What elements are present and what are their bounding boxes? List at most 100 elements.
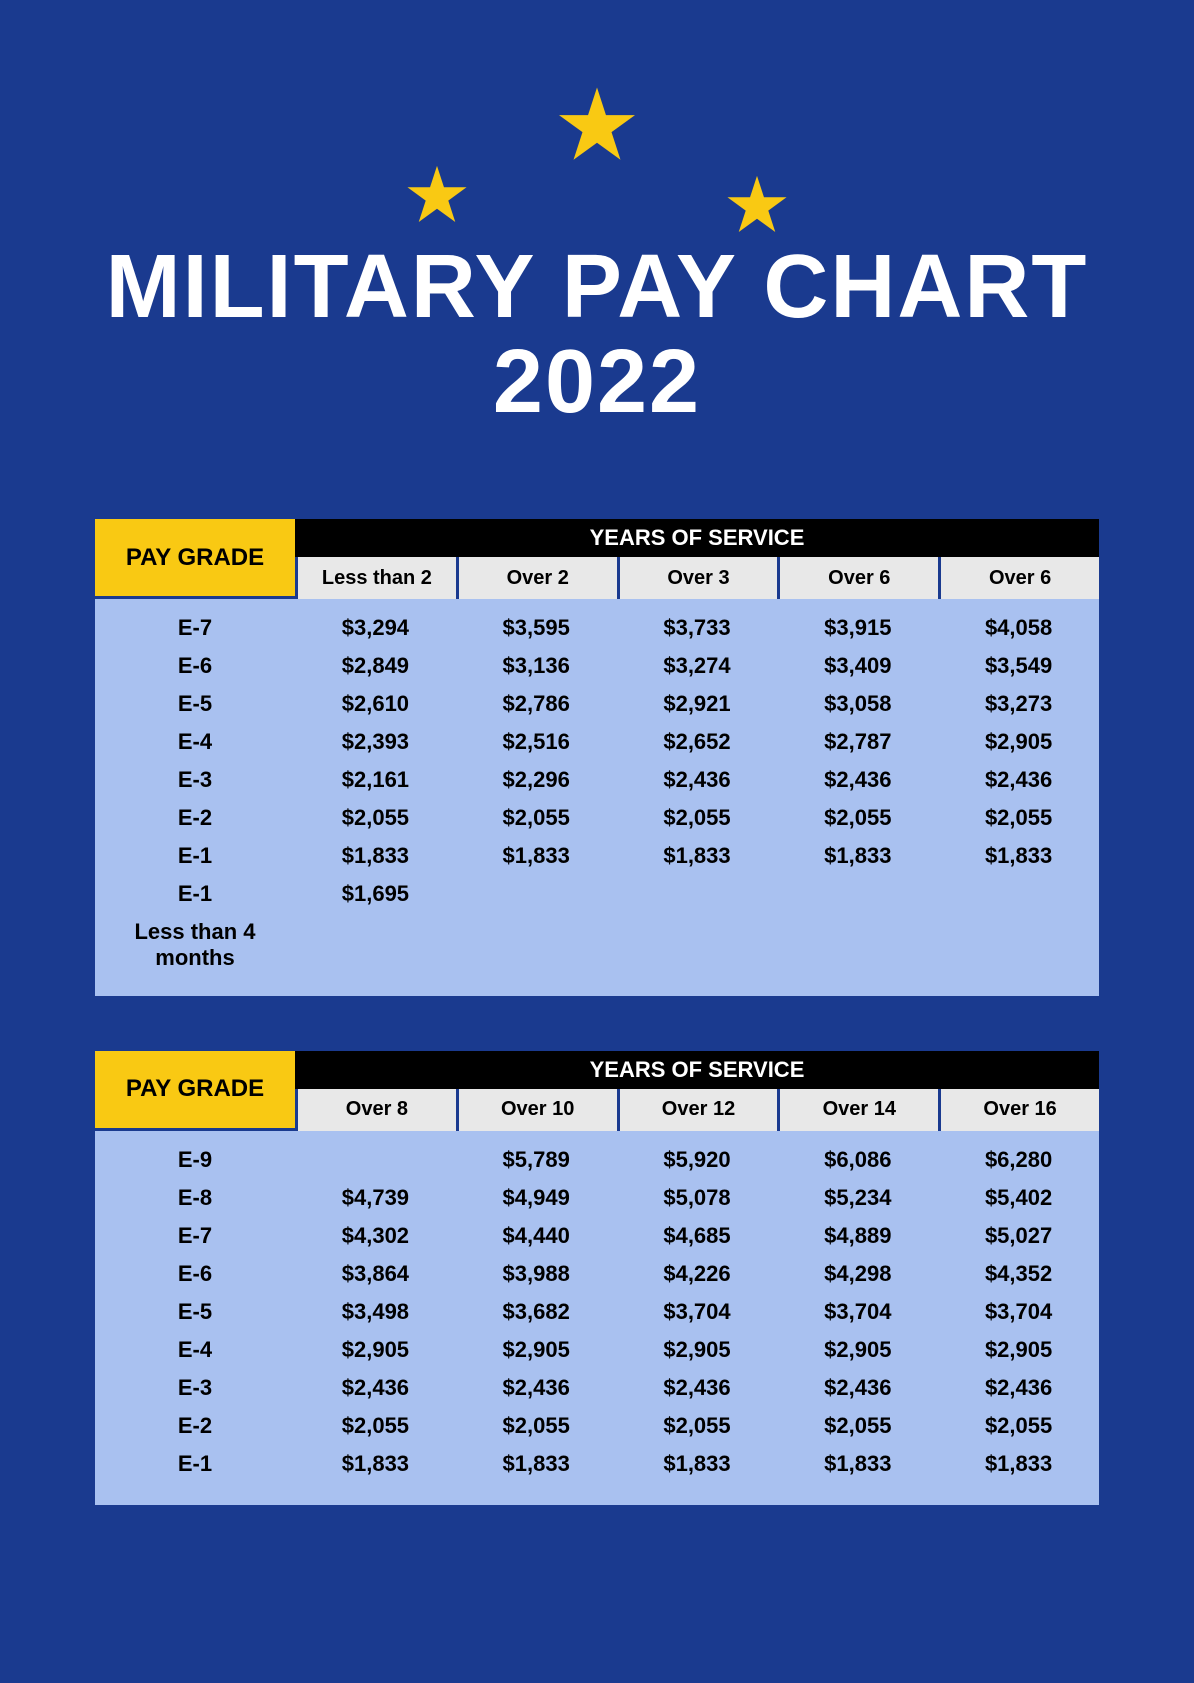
- stars-decoration: [95, 80, 1099, 210]
- cell: $3,294: [295, 611, 456, 645]
- row-label: E-8: [95, 1181, 295, 1215]
- cell: $4,226: [617, 1257, 778, 1291]
- row-cells: $1,833$1,833$1,833$1,833$1,833: [295, 1447, 1099, 1481]
- row-cells: $3,294$3,595$3,733$3,915$4,058: [295, 611, 1099, 645]
- table-row: E-6$2,849$3,136$3,274$3,409$3,549: [95, 649, 1099, 687]
- row-label: E-2: [95, 801, 295, 835]
- cell: $2,436: [617, 1371, 778, 1405]
- cell: $3,864: [295, 1257, 456, 1291]
- row-label: E-1: [95, 839, 295, 873]
- star-icon: [552, 80, 642, 170]
- row-cells: $2,436$2,436$2,436$2,436$2,436: [295, 1371, 1099, 1405]
- cell: $2,055: [456, 1409, 617, 1443]
- row-cells: $2,610$2,786$2,921$3,058$3,273: [295, 687, 1099, 721]
- cell: $1,833: [938, 839, 1099, 873]
- paygrade-header: PAY GRADE: [95, 1051, 295, 1131]
- column-headers: Over 8Over 10Over 12Over 14Over 16: [295, 1089, 1099, 1131]
- row-label: E-7: [95, 1219, 295, 1253]
- table-body: E-9$5,789$5,920$6,086$6,280E-8$4,739$4,9…: [95, 1131, 1099, 1505]
- row-label: Less than 4 months: [95, 915, 295, 976]
- cell: $3,136: [456, 649, 617, 683]
- cell: $2,055: [456, 801, 617, 835]
- cell: $5,402: [938, 1181, 1099, 1215]
- table-row: E-3$2,161$2,296$2,436$2,436$2,436: [95, 763, 1099, 801]
- cell: $3,915: [777, 611, 938, 645]
- cell: $4,440: [456, 1219, 617, 1253]
- cell: $2,161: [295, 763, 456, 797]
- cell: $1,833: [938, 1447, 1099, 1481]
- row-cells: $3,498$3,682$3,704$3,704$3,704: [295, 1295, 1099, 1329]
- table-row: E-1$1,833$1,833$1,833$1,833$1,833: [95, 1447, 1099, 1485]
- cell: $2,905: [617, 1333, 778, 1367]
- cell: $2,905: [938, 725, 1099, 759]
- cell: $3,058: [777, 687, 938, 721]
- cell: $2,849: [295, 649, 456, 683]
- page-title: MILITARY PAY CHART 2022: [95, 240, 1099, 429]
- cell: $2,436: [456, 1371, 617, 1405]
- column-header: Over 6: [938, 557, 1099, 599]
- column-header: Less than 2: [295, 557, 456, 599]
- cell: $3,704: [617, 1295, 778, 1329]
- cell: $1,695: [295, 877, 456, 911]
- row-label: E-3: [95, 1371, 295, 1405]
- cell: $5,078: [617, 1181, 778, 1215]
- row-label: E-7: [95, 611, 295, 645]
- years-header-wrap: YEARS OF SERVICE Less than 2Over 2Over 3…: [295, 519, 1099, 599]
- row-cells: $2,055$2,055$2,055$2,055$2,055: [295, 1409, 1099, 1443]
- star-icon: [402, 160, 472, 230]
- cell: [938, 915, 1099, 923]
- cell: $4,298: [777, 1257, 938, 1291]
- cell: [777, 877, 938, 911]
- column-header: Over 16: [938, 1089, 1099, 1131]
- cell: $2,055: [295, 801, 456, 835]
- row-cells: $4,739$4,949$5,078$5,234$5,402: [295, 1181, 1099, 1215]
- pay-table-1: PAY GRADE YEARS OF SERVICE Less than 2Ov…: [95, 519, 1099, 996]
- row-label: E-6: [95, 1257, 295, 1291]
- cell: $2,905: [777, 1333, 938, 1367]
- table-row: E-5$3,498$3,682$3,704$3,704$3,704: [95, 1295, 1099, 1333]
- cell: $3,595: [456, 611, 617, 645]
- cell: $2,436: [938, 763, 1099, 797]
- cell: $3,704: [777, 1295, 938, 1329]
- table-row: E-2$2,055$2,055$2,055$2,055$2,055: [95, 801, 1099, 839]
- cell: $4,058: [938, 611, 1099, 645]
- cell: $4,949: [456, 1181, 617, 1215]
- cell: $1,833: [295, 839, 456, 873]
- cell: $2,905: [295, 1333, 456, 1367]
- column-header: Over 2: [456, 557, 617, 599]
- column-header: Over 8: [295, 1089, 456, 1131]
- cell: $2,905: [938, 1333, 1099, 1367]
- row-cells: $2,905$2,905$2,905$2,905$2,905: [295, 1333, 1099, 1367]
- pay-table-2: PAY GRADE YEARS OF SERVICE Over 8Over 10…: [95, 1051, 1099, 1505]
- cell: $1,833: [456, 1447, 617, 1481]
- cell: [617, 877, 778, 911]
- cell: $2,055: [295, 1409, 456, 1443]
- row-cells: $2,161$2,296$2,436$2,436$2,436: [295, 763, 1099, 797]
- cell: $2,436: [617, 763, 778, 797]
- table-row: Less than 4 months: [95, 915, 1099, 976]
- row-label: E-5: [95, 1295, 295, 1329]
- cell: $2,436: [295, 1371, 456, 1405]
- years-of-service-label: YEARS OF SERVICE: [295, 519, 1099, 557]
- table-row: E-9$5,789$5,920$6,086$6,280: [95, 1143, 1099, 1181]
- cell: [938, 877, 1099, 911]
- cell: $2,055: [938, 1409, 1099, 1443]
- column-header: Over 10: [456, 1089, 617, 1131]
- row-label: E-2: [95, 1409, 295, 1443]
- cell: [617, 915, 778, 923]
- cell: $2,055: [777, 1409, 938, 1443]
- column-header: Over 12: [617, 1089, 778, 1131]
- cell: $3,682: [456, 1295, 617, 1329]
- table-row: E-2$2,055$2,055$2,055$2,055$2,055: [95, 1409, 1099, 1447]
- row-label: E-4: [95, 725, 295, 759]
- row-cells: $1,833$1,833$1,833$1,833$1,833: [295, 839, 1099, 873]
- table-row: E-6$3,864$3,988$4,226$4,298$4,352: [95, 1257, 1099, 1295]
- cell: $2,436: [777, 1371, 938, 1405]
- cell: $2,393: [295, 725, 456, 759]
- cell: [295, 1143, 456, 1177]
- row-label: E-1: [95, 1447, 295, 1481]
- cell: $2,055: [938, 801, 1099, 835]
- cell: $2,652: [617, 725, 778, 759]
- row-cells: $3,864$3,988$4,226$4,298$4,352: [295, 1257, 1099, 1291]
- cell: $2,055: [777, 801, 938, 835]
